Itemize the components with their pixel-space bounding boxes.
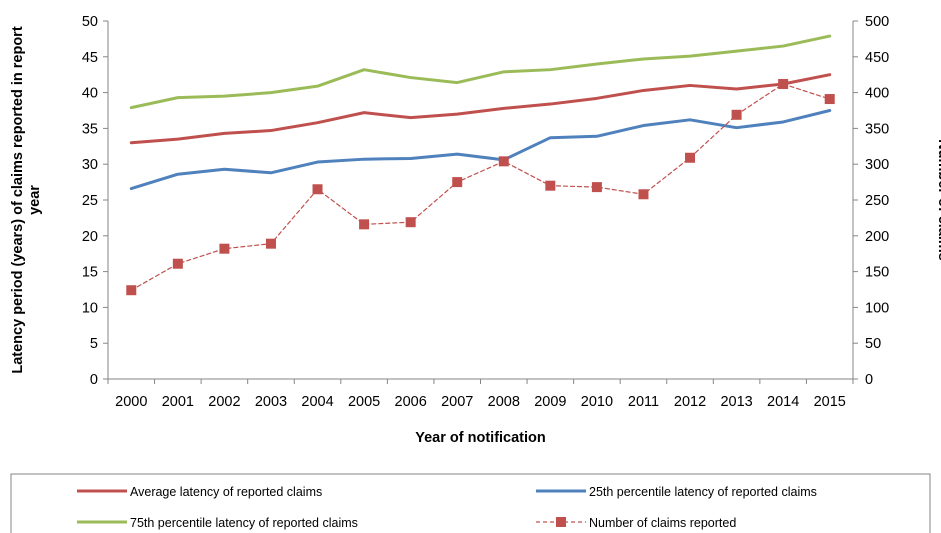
- x-tick-label: 2011: [628, 394, 659, 410]
- data-point-marker: [638, 189, 649, 200]
- data-point-marker: [405, 217, 416, 228]
- x-tick-label: 2001: [162, 394, 194, 410]
- data-point-marker: [312, 184, 323, 195]
- x-tick-label: 2015: [814, 394, 846, 410]
- legend-label-1: 25th percentile latency of reported clai…: [589, 485, 817, 499]
- series-line-1: [129, 109, 832, 191]
- data-point-marker: [172, 258, 183, 269]
- x-tick-label: 2014: [767, 394, 799, 410]
- left-tick-label: 0: [90, 372, 98, 388]
- legend: Average latency of reported claims 25th p…: [10, 473, 931, 533]
- x-tick-label: 2009: [534, 394, 566, 410]
- data-point-marker: [824, 94, 835, 105]
- x-tick-label: 2000: [115, 394, 147, 410]
- left-tick-label: 5: [90, 336, 98, 352]
- x-tick-label: 2008: [488, 394, 520, 410]
- right-tick-label: 400: [865, 86, 889, 102]
- left-tick-label: 45: [82, 50, 98, 66]
- right-tick-label: 500: [865, 14, 889, 30]
- left-axis-title-line: year: [27, 185, 43, 215]
- data-point-marker: [359, 219, 370, 230]
- legend-label-0: Average latency of reported claims: [130, 485, 322, 499]
- right-axis-title: Number of claims: [935, 139, 941, 261]
- left-tick-label: 35: [82, 121, 98, 137]
- x-tick-label: 2007: [441, 394, 473, 410]
- right-tick-label: 200: [865, 229, 889, 245]
- x-axis-title: Year of notification: [415, 430, 546, 446]
- data-point-marker: [685, 152, 696, 163]
- right-tick-label: 350: [865, 121, 889, 137]
- x-tick-label: 2012: [674, 394, 706, 410]
- data-point-marker: [498, 156, 509, 167]
- x-tick-label: 2010: [581, 394, 613, 410]
- x-tick-label: 2005: [348, 394, 380, 410]
- axis-labels: Year of notification Latency period (year…: [10, 26, 941, 446]
- data-point-marker: [126, 285, 137, 296]
- data-point-marker: [219, 243, 230, 254]
- series-layer: [126, 34, 835, 296]
- x-tick-label: 2002: [208, 394, 240, 410]
- left-tick-label: 40: [82, 86, 98, 102]
- legend-marker-3: [556, 517, 566, 527]
- legend-label-2: 75th percentile latency of reported clai…: [130, 516, 358, 530]
- left-axis-title-line: Latency period (years) of claims reporte…: [10, 26, 26, 373]
- right-tick-label: 250: [865, 193, 889, 209]
- series-line-3: [130, 83, 831, 291]
- data-point-marker: [545, 180, 556, 191]
- right-tick-label: 450: [865, 50, 889, 66]
- legend-box: [10, 473, 931, 533]
- data-point-marker: [778, 79, 789, 90]
- left-tick-label: 30: [82, 157, 98, 173]
- series-line-2: [129, 34, 832, 110]
- left-tick-label: 25: [82, 193, 98, 209]
- right-tick-label: 150: [865, 265, 889, 281]
- x-tick-label: 2006: [395, 394, 427, 410]
- series-line-0: [129, 73, 832, 145]
- left-tick-label: 15: [82, 265, 98, 281]
- right-tick-label: 0: [865, 372, 873, 388]
- x-tick-label: 2003: [255, 394, 287, 410]
- data-point-marker: [452, 177, 463, 188]
- left-tick-label: 50: [82, 14, 98, 30]
- axes: 0510152025303540455005010015020025030035…: [82, 14, 889, 410]
- right-tick-label: 50: [865, 336, 881, 352]
- left-axis-title: Latency period (years) of claims reporte…: [10, 26, 43, 373]
- left-tick-label: 10: [82, 300, 98, 316]
- right-tick-label: 100: [865, 300, 889, 316]
- data-point-marker: [731, 109, 742, 120]
- data-point-marker: [265, 238, 276, 249]
- left-tick-label: 20: [82, 229, 98, 245]
- right-tick-label: 300: [865, 157, 889, 173]
- x-tick-label: 2013: [720, 394, 752, 410]
- legend-label-3: Number of claims reported: [589, 516, 736, 530]
- data-point-marker: [591, 182, 602, 193]
- x-tick-label: 2004: [301, 394, 333, 410]
